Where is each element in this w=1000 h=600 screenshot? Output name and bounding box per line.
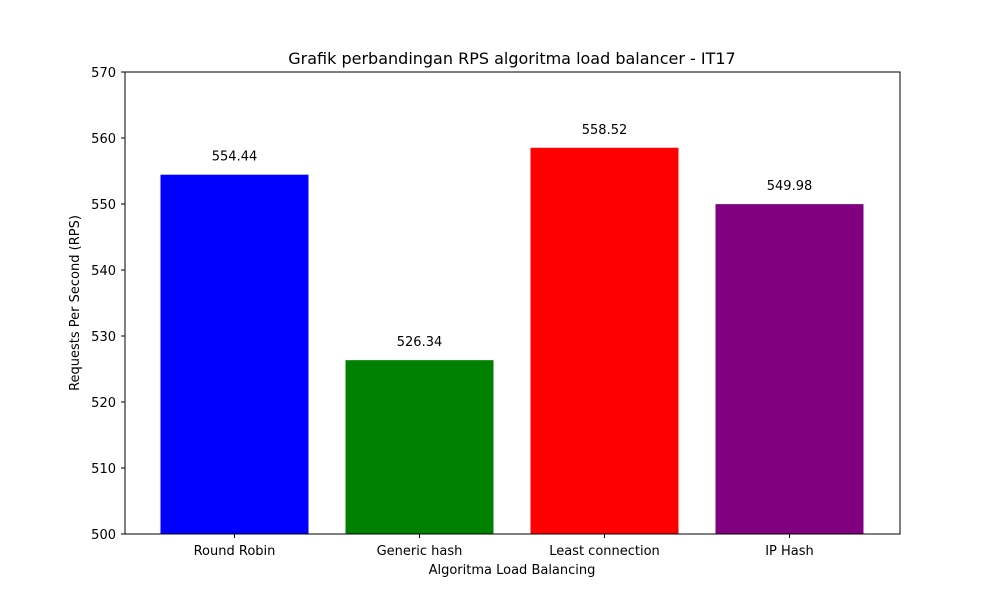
chart-title: Grafik perbandingan RPS algoritma load b… <box>288 49 735 68</box>
y-tick-label: 540 <box>91 264 116 279</box>
bars-group <box>160 147 864 535</box>
y-axis-ticks: 500 510 520 530 540 550 560 570 <box>91 66 125 543</box>
x-tick-label-least-connection: Least connection <box>549 544 660 559</box>
bar-round-robin <box>160 174 309 535</box>
bar-least-connection <box>530 147 679 534</box>
y-axis-label: Requests Per Second (RPS) <box>68 215 83 391</box>
y-tick-label: 510 <box>91 462 116 477</box>
value-label-least-connection: 558.52 <box>582 123 628 138</box>
y-tick-label: 550 <box>91 198 116 213</box>
y-tick-label: 560 <box>91 132 116 147</box>
y-tick-label: 500 <box>91 528 116 543</box>
value-label-round-robin: 554.44 <box>212 150 258 165</box>
y-tick-label: 520 <box>91 396 116 411</box>
value-label-ip-hash: 549.98 <box>767 179 813 194</box>
bar-generic-hash <box>345 360 494 534</box>
x-axis-label: Algoritma Load Balancing <box>429 563 596 578</box>
value-labels-group: 554.44 526.34 558.52 549.98 <box>212 123 813 350</box>
x-tick-label-ip-hash: IP Hash <box>765 544 814 559</box>
x-tick-label-round-robin: Round Robin <box>194 544 276 559</box>
y-tick-label: 530 <box>91 330 116 345</box>
y-tick-label: 570 <box>91 66 116 81</box>
x-axis-ticks: Round Robin Generic hash Least connection I… <box>194 534 814 559</box>
value-label-generic-hash: 526.34 <box>397 335 443 350</box>
x-tick-label-generic-hash: Generic hash <box>377 544 463 559</box>
bar-ip-hash <box>715 204 864 534</box>
plot-frame <box>124 71 901 535</box>
